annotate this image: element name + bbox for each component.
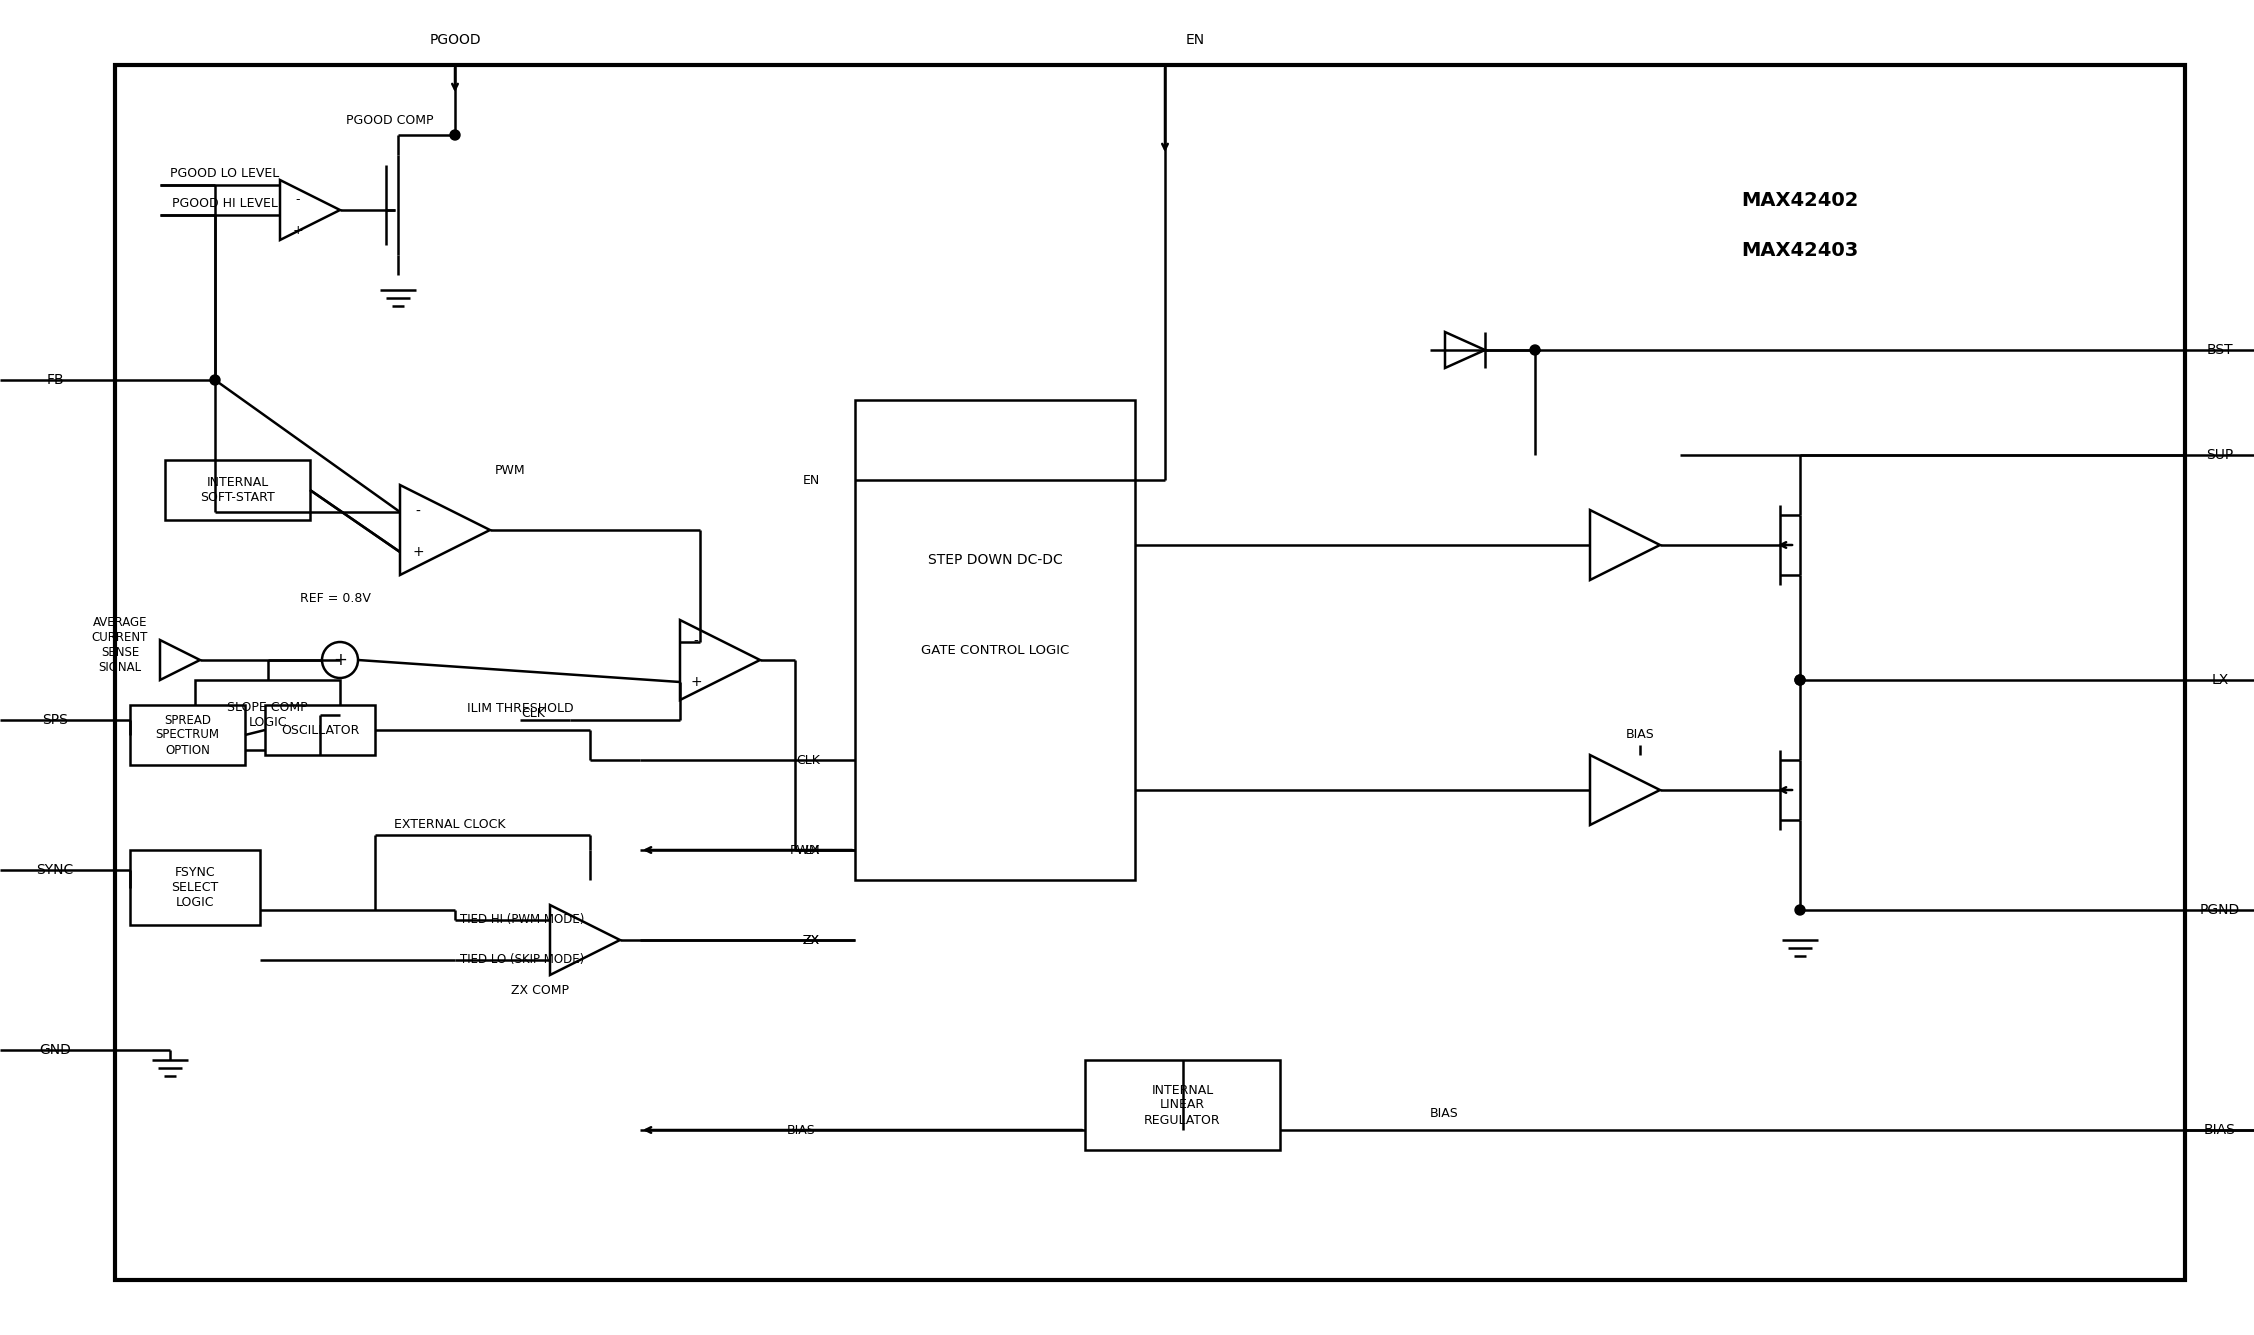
Text: BIAS: BIAS: [1429, 1107, 1458, 1120]
Circle shape: [1530, 344, 1539, 355]
Text: +: +: [293, 223, 304, 236]
Bar: [165, 461, 311, 521]
Text: SPREAD
SPECTRUM
OPTION: SPREAD SPECTRUM OPTION: [156, 713, 219, 757]
Text: SUP: SUP: [2207, 449, 2234, 462]
Text: OSCILLATOR: OSCILLATOR: [282, 724, 358, 737]
Text: AVERAGE
CURRENT
SENSE
SIGNAL: AVERAGE CURRENT SENSE SIGNAL: [92, 615, 149, 674]
Text: +: +: [412, 545, 424, 559]
Text: PWM: PWM: [494, 463, 525, 477]
Text: PGND: PGND: [2200, 902, 2240, 917]
Polygon shape: [160, 639, 201, 680]
Polygon shape: [550, 905, 620, 975]
Text: BIAS: BIAS: [2204, 1123, 2236, 1137]
Text: +: +: [690, 676, 701, 689]
Text: LX: LX: [805, 844, 820, 857]
Text: BIAS: BIAS: [1625, 729, 1654, 741]
Text: ILIM THRESHOLD: ILIM THRESHOLD: [467, 702, 573, 716]
Bar: [196, 680, 340, 750]
Text: BIAS: BIAS: [787, 1124, 816, 1136]
Circle shape: [1794, 905, 1805, 914]
Text: -: -: [415, 505, 421, 519]
Text: ZX COMP: ZX COMP: [512, 984, 568, 996]
Text: ZX: ZX: [802, 933, 820, 947]
Bar: [1084, 1060, 1280, 1149]
Circle shape: [1794, 676, 1805, 685]
Text: BST: BST: [2207, 343, 2234, 356]
Text: PWM: PWM: [789, 844, 820, 857]
Text: FSYNC
SELECT
LOGIC: FSYNC SELECT LOGIC: [171, 866, 219, 909]
Text: CLK: CLK: [521, 708, 545, 720]
Text: STEP DOWN DC-DC: STEP DOWN DC-DC: [929, 553, 1062, 567]
Text: SPS: SPS: [43, 713, 68, 728]
Text: -: -: [694, 635, 699, 649]
Text: INTERNAL
LINEAR
REGULATOR: INTERNAL LINEAR REGULATOR: [1145, 1084, 1222, 1127]
Bar: [854, 400, 1136, 880]
Circle shape: [1794, 676, 1805, 685]
Text: FB: FB: [45, 372, 63, 387]
Circle shape: [210, 375, 221, 384]
Polygon shape: [681, 619, 760, 700]
Polygon shape: [1589, 510, 1659, 579]
Text: SYNC: SYNC: [36, 862, 74, 877]
Text: EXTERNAL CLOCK: EXTERNAL CLOCK: [394, 818, 505, 832]
Text: TIED LO (SKIP MODE): TIED LO (SKIP MODE): [460, 953, 584, 967]
Text: LX: LX: [2211, 673, 2229, 688]
Bar: [266, 705, 374, 756]
Text: INTERNAL
SOFT-START: INTERNAL SOFT-START: [201, 477, 275, 505]
Polygon shape: [1445, 332, 1485, 368]
Text: REF = 0.8V: REF = 0.8V: [300, 591, 370, 605]
Text: -: -: [295, 194, 300, 207]
Text: TIED HI (PWM MODE): TIED HI (PWM MODE): [460, 913, 584, 926]
Text: ZX: ZX: [802, 933, 820, 947]
Circle shape: [322, 642, 358, 678]
Text: EN: EN: [1186, 33, 1204, 47]
Text: EN: EN: [802, 474, 820, 486]
Polygon shape: [399, 485, 489, 575]
Text: GND: GND: [38, 1043, 70, 1057]
Text: +: +: [334, 651, 347, 669]
Text: MAX42402: MAX42402: [1742, 191, 1860, 210]
Text: PGOOD: PGOOD: [428, 33, 480, 47]
Bar: [131, 705, 246, 765]
Text: PGOOD LO LEVEL: PGOOD LO LEVEL: [171, 167, 279, 180]
Text: PGOOD HI LEVEL: PGOOD HI LEVEL: [171, 198, 277, 210]
Polygon shape: [279, 180, 340, 240]
Polygon shape: [1589, 756, 1659, 825]
Text: GATE CONTROL LOGIC: GATE CONTROL LOGIC: [922, 643, 1068, 657]
Bar: [131, 850, 259, 925]
Circle shape: [451, 129, 460, 140]
Text: CLK: CLK: [796, 753, 820, 766]
Text: MAX42403: MAX42403: [1742, 240, 1860, 259]
Text: PGOOD COMP: PGOOD COMP: [347, 113, 433, 127]
Text: SLOPE COMP
LOGIC: SLOPE COMP LOGIC: [228, 701, 309, 729]
